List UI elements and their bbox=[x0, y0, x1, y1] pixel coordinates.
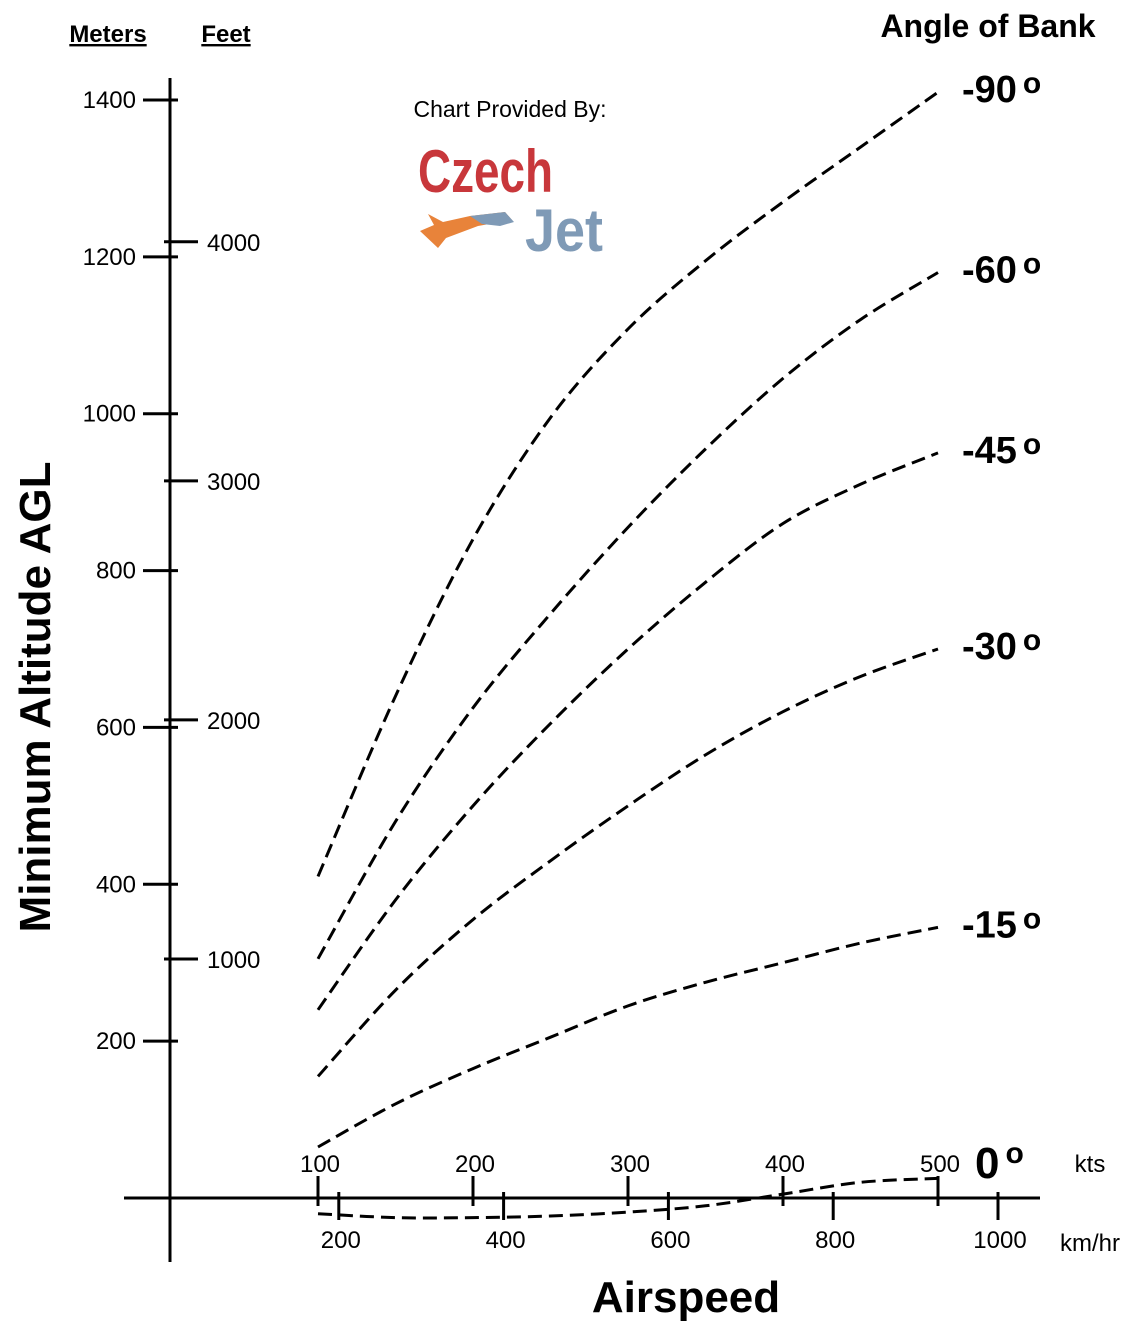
bank-curve--30 bbox=[316, 647, 939, 1078]
meters-tick-label: 800 bbox=[96, 558, 136, 585]
logo-czech-text: Czech bbox=[418, 138, 553, 205]
meters-tick-label: 1400 bbox=[83, 87, 136, 114]
kts-tick-label: 500 bbox=[920, 1151, 960, 1178]
kmh-tick-label: 200 bbox=[321, 1227, 361, 1254]
bank-label--60: -60 bbox=[962, 250, 1017, 292]
x-axis-kts: 100 200 300 400 500 bbox=[300, 1151, 960, 1206]
kts-tick-label: 300 bbox=[610, 1151, 650, 1178]
bank-label--45: -45 bbox=[962, 430, 1017, 472]
bank-label--90: -90 bbox=[962, 69, 1017, 111]
logo-jet-plane-icon bbox=[470, 212, 514, 226]
credit-text: Chart Provided By: bbox=[413, 96, 606, 122]
kts-tick-label: 100 bbox=[300, 1151, 340, 1178]
degree-symbol: o bbox=[1023, 248, 1041, 281]
bank-curve--45 bbox=[316, 451, 939, 1011]
degree-symbol: o bbox=[1023, 902, 1041, 935]
bank-curves bbox=[316, 90, 939, 1220]
kmh-tick-label: 600 bbox=[650, 1227, 690, 1254]
credit-block: Chart Provided By: Czech Jet bbox=[413, 96, 606, 264]
degree-symbol: o bbox=[1005, 1137, 1023, 1170]
bank-curve--60 bbox=[316, 271, 939, 960]
meters-tick-label: 600 bbox=[96, 714, 136, 741]
bank-angle-labels: -90 o-60 o-45 o-30 o-15 o0 o bbox=[962, 67, 1041, 1188]
kmh-tick-label: 800 bbox=[815, 1227, 855, 1254]
x-axis-kmh: 200 400 600 800 1000 bbox=[321, 1192, 1027, 1254]
degree-symbol: o bbox=[1023, 67, 1041, 100]
feet-header: Feet bbox=[201, 21, 250, 48]
feet-tick-label: 3000 bbox=[207, 469, 260, 496]
kmh-tick-label: 400 bbox=[486, 1227, 526, 1254]
kmh-unit-label: km/hr bbox=[1060, 1230, 1120, 1257]
meters-tick-label: 1200 bbox=[83, 244, 136, 271]
meters-header: Meters bbox=[69, 21, 146, 48]
meters-tick-label: 400 bbox=[96, 871, 136, 898]
kmh-tick-label: 1000 bbox=[973, 1227, 1026, 1254]
kts-tick-label: 200 bbox=[455, 1151, 495, 1178]
meters-tick-label: 200 bbox=[96, 1028, 136, 1055]
bank-curve--15 bbox=[317, 925, 939, 1149]
feet-tick-label: 4000 bbox=[207, 230, 260, 257]
bank-label-0: 0 bbox=[975, 1139, 999, 1188]
degree-symbol: o bbox=[1023, 624, 1041, 657]
x-axis-title: Airspeed bbox=[592, 1273, 780, 1322]
meters-tick-label: 1000 bbox=[83, 401, 136, 428]
axes bbox=[124, 78, 1040, 1262]
bank-curve--90 bbox=[316, 90, 939, 877]
bank-label--30: -30 bbox=[962, 626, 1017, 668]
y-axis-feet: 1000 2000 3000 4000 bbox=[164, 230, 260, 974]
y-axis-title: Minimum Altitude AGL bbox=[11, 462, 60, 933]
bank-label--15: -15 bbox=[962, 904, 1017, 946]
degree-symbol: o bbox=[1023, 428, 1041, 461]
kts-tick-label: 400 bbox=[765, 1151, 805, 1178]
feet-tick-label: 2000 bbox=[207, 708, 260, 735]
czechjet-logo: Czech Jet bbox=[418, 138, 603, 264]
feet-tick-label: 1000 bbox=[207, 947, 260, 974]
kts-unit-label: kts bbox=[1075, 1151, 1106, 1178]
logo-jet-text: Jet bbox=[525, 197, 603, 264]
legend-title: Angle of Bank bbox=[880, 8, 1095, 44]
y-axis-meters: 200 400 600 800 1000 1200 1400 bbox=[83, 87, 178, 1055]
